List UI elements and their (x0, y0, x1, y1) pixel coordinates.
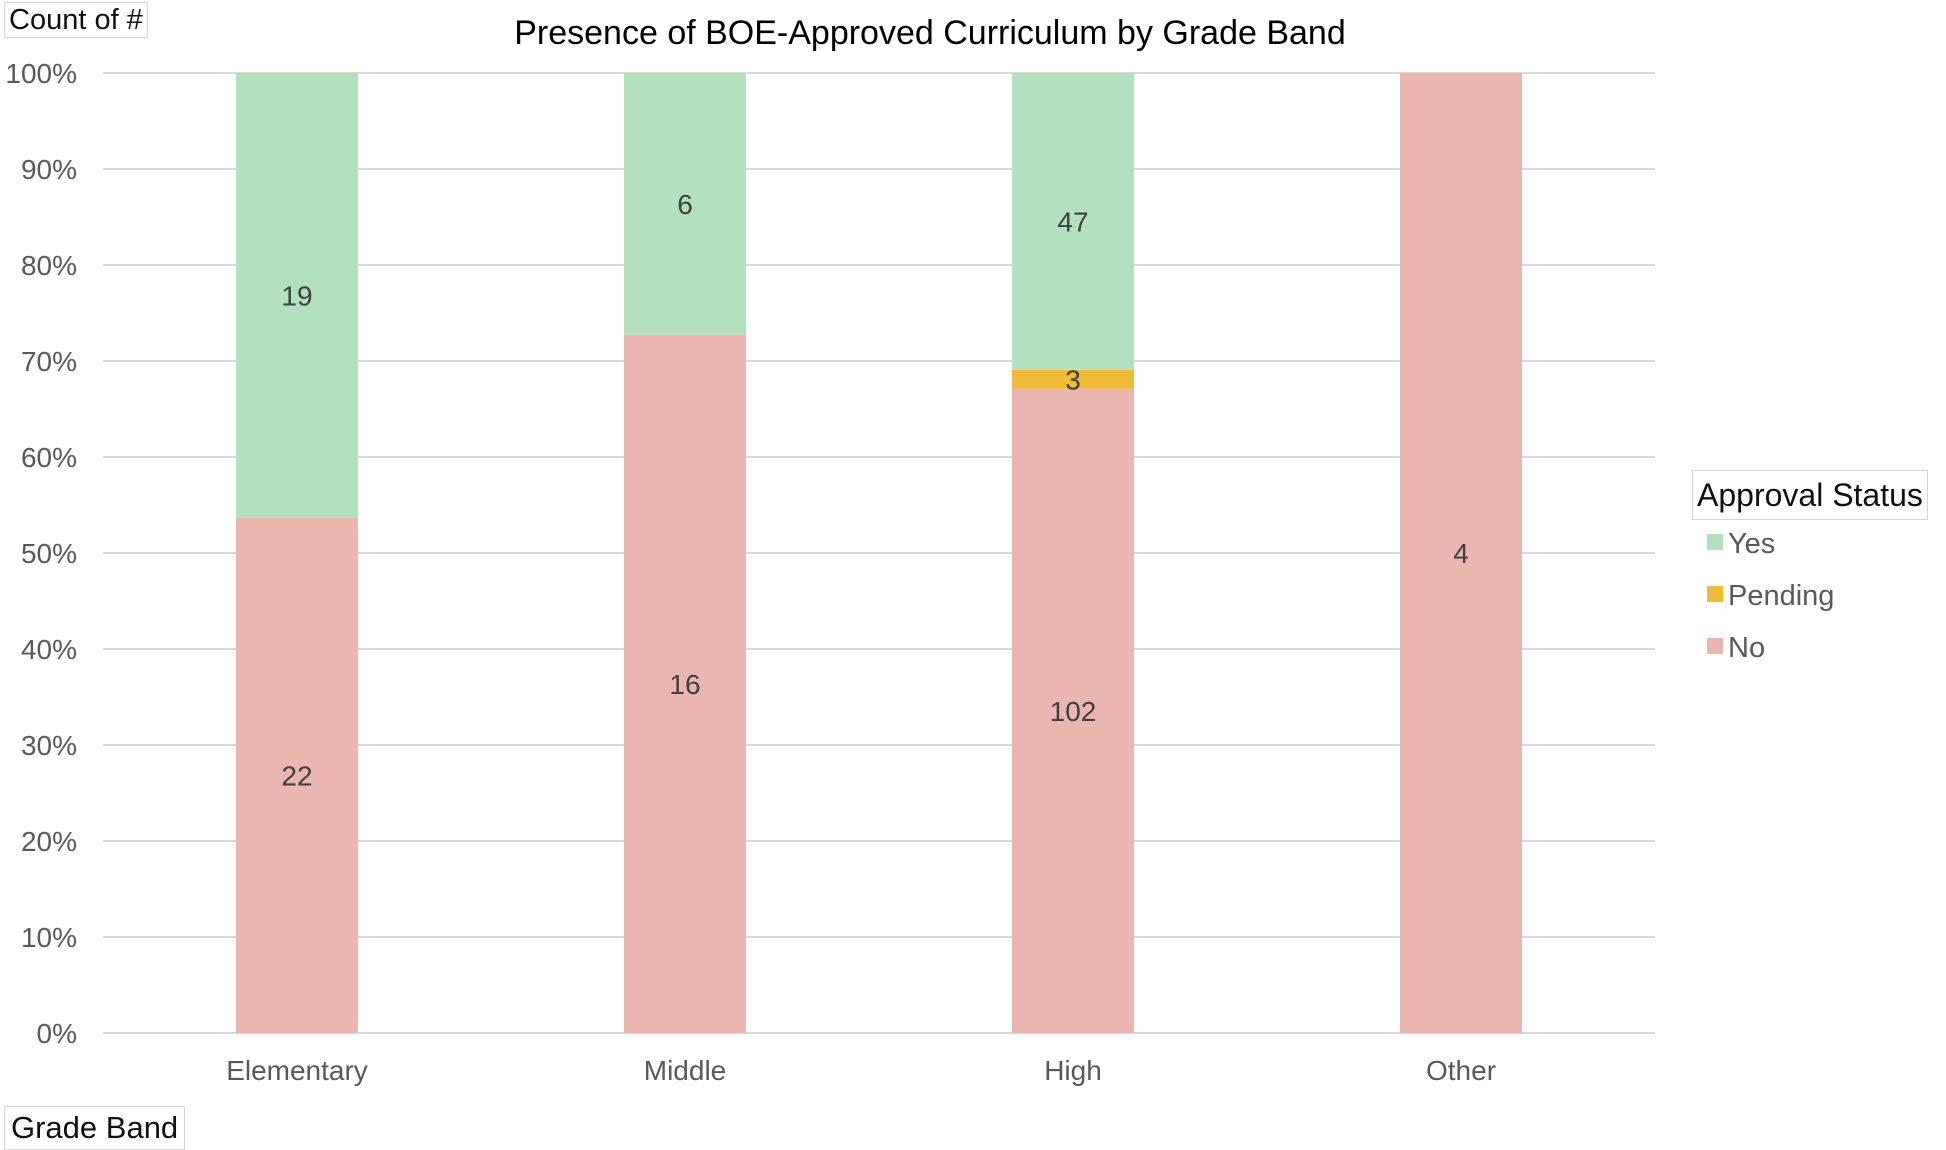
value-field-button[interactable]: Count of # (4, 2, 148, 38)
legend-label-yes: Yes (1728, 528, 1775, 560)
y-tick-label: 60% (21, 442, 77, 473)
legend: Yes Pending No (1707, 528, 1834, 664)
data-label: 22 (281, 760, 312, 791)
bar-segment-no (624, 334, 746, 1033)
data-label: 3 (1065, 364, 1081, 395)
axis-field-button[interactable]: Grade Band (4, 1106, 186, 1150)
x-tick-label: High (1044, 1055, 1102, 1086)
legend-field-button[interactable]: Approval Status (1692, 470, 1928, 520)
x-tick-label: Elementary (226, 1055, 368, 1086)
data-label: 6 (677, 189, 693, 220)
legend-label-no: No (1728, 632, 1765, 664)
legend-swatch-pending (1707, 586, 1723, 602)
data-label: 47 (1057, 206, 1088, 237)
bar-segment-yes (624, 73, 746, 335)
bar-segment-pending (1012, 369, 1134, 389)
chart-title: Presence of BOE-Approved Curriculum by G… (514, 14, 1346, 52)
y-tick-label: 40% (21, 634, 77, 665)
legend-label-pending: Pending (1728, 580, 1834, 612)
data-label: 19 (281, 280, 312, 311)
bar-segment-no (236, 517, 358, 1033)
y-tick-label: 90% (21, 154, 77, 185)
bar-segment-yes (1012, 73, 1134, 370)
bar-segment-no (1012, 388, 1134, 1034)
plot-area: 22 19 Elementary 16 6 Middle 102 3 47 High 4 Other (226, 73, 1522, 1086)
y-tick-label: 100% (5, 58, 77, 89)
data-label: 102 (1050, 696, 1097, 727)
legend-swatch-no (1707, 638, 1723, 654)
y-tick-label: 10% (21, 922, 77, 953)
x-tick-label: Middle (644, 1055, 726, 1086)
y-tick-label: 70% (21, 346, 77, 377)
y-tick-label: 20% (21, 826, 77, 857)
y-tick-label: 80% (21, 250, 77, 281)
data-label: 4 (1453, 538, 1469, 569)
x-tick-label: Other (1426, 1055, 1496, 1086)
bar-segment-no (1400, 73, 1522, 1033)
data-label: 16 (669, 669, 700, 700)
bar-segment-yes (236, 73, 358, 518)
legend-swatch-yes (1707, 534, 1723, 550)
gridlines: 0% 10% 20% 30% 40% 50% 60% 70% 80% 90% 100% (5, 58, 1655, 1049)
y-tick-label: 0% (37, 1018, 77, 1049)
y-tick-label: 30% (21, 730, 77, 761)
y-tick-label: 50% (21, 538, 77, 569)
